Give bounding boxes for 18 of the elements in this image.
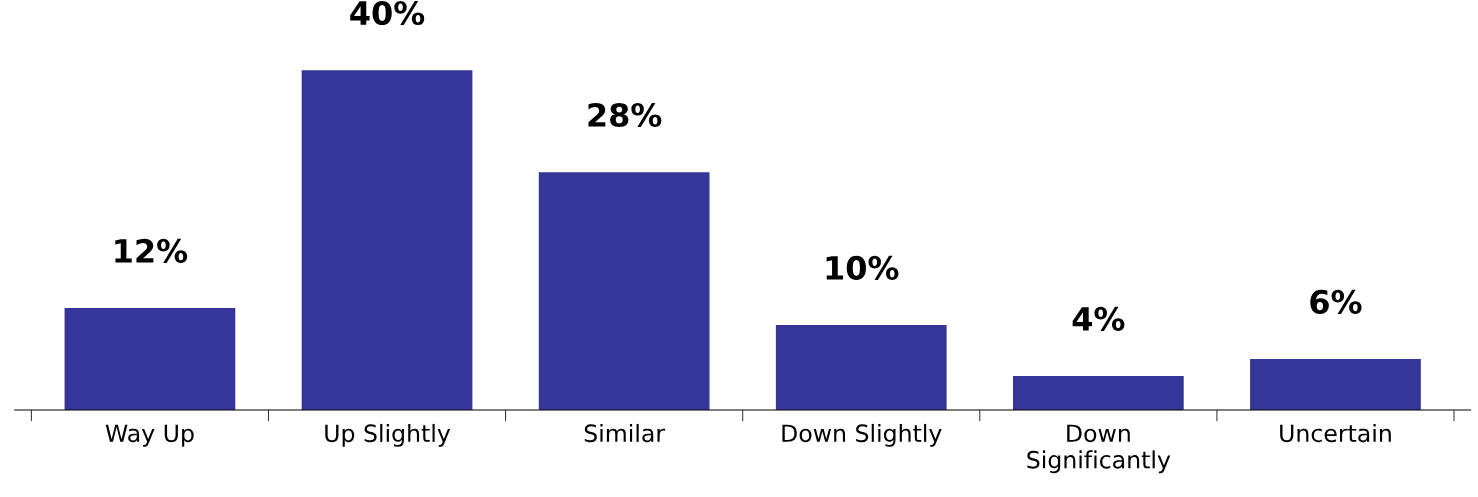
x-tick-label: Similar [584, 423, 666, 443]
x-tick-label: Down Slightly [782, 423, 942, 447]
data-label: 4% [1072, 306, 1125, 331]
bar [1250, 359, 1421, 411]
data-label: 12% [115, 238, 188, 263]
data-label: 28% [588, 102, 662, 128]
bar [1013, 376, 1184, 411]
data-label: 6% [1310, 289, 1362, 314]
data-label: 40% [350, 0, 425, 26]
bar [538, 172, 710, 411]
x-tick-label: Way Up [105, 424, 194, 447]
bar [301, 70, 473, 411]
data-label: 10% [826, 255, 899, 280]
x-tick-label: Up Slightly [325, 423, 451, 447]
x-tick-label: Uncertain [1280, 423, 1391, 443]
x-tick-label: Down Significantly [1027, 424, 1171, 474]
bar [64, 308, 236, 411]
bar [775, 325, 947, 411]
